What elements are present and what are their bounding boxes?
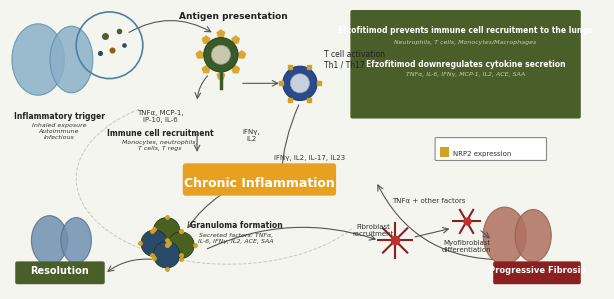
Text: Neutrophils, T cells, Monocytes/Macrophages: Neutrophils, T cells, Monocytes/Macropha… [394,39,537,45]
Text: IFNγ, IL2, IL-17, IL23: IFNγ, IL2, IL-17, IL23 [274,155,345,161]
Text: Fibroblast
recruitment: Fibroblast recruitment [352,224,394,237]
Ellipse shape [483,207,526,264]
Ellipse shape [61,218,91,263]
Text: TNFα, MCP-1,
IP-10, IL-6: TNFα, MCP-1, IP-10, IL-6 [137,110,183,123]
Text: TNFα + other factors: TNFα + other factors [392,198,465,204]
Text: Granuloma formation: Granuloma formation [190,221,282,231]
Circle shape [204,38,238,72]
Circle shape [211,45,230,64]
Text: Efzofitimod downregulates cytokine secretion: Efzofitimod downregulates cytokine secre… [366,60,565,68]
Text: TNFα, IL-6, IFNγ, MCP-1, IL2, ACE, SAA: TNFα, IL-6, IFNγ, MCP-1, IL2, ACE, SAA [406,72,525,77]
Bar [440,147,449,157]
Ellipse shape [515,210,551,262]
Text: Inflammatory trigger: Inflammatory trigger [14,112,104,121]
Circle shape [141,230,168,257]
Text: Monocytes, neutrophils,
T cells, T regs: Monocytes, neutrophils, T cells, T regs [122,141,198,151]
FancyBboxPatch shape [15,261,105,284]
Text: T cell activation
Th1 / Th17: T cell activation Th1 / Th17 [324,50,385,69]
Text: Efzofitimod prevents immune cell recruitment to the lungs: Efzofitimod prevents immune cell recruit… [338,26,593,35]
Ellipse shape [50,26,93,93]
Text: Secreted factors: TNFα,
IL-6, IFNγ, IL2, ACE, SAA: Secreted factors: TNFα, IL-6, IFNγ, IL2,… [198,233,274,244]
FancyBboxPatch shape [351,10,581,119]
Circle shape [283,66,317,100]
Text: IFNγ,
IL2: IFNγ, IL2 [243,129,260,142]
Ellipse shape [31,216,68,265]
FancyBboxPatch shape [435,138,546,161]
Text: NRP2 expression: NRP2 expression [453,151,511,157]
Text: Resolution: Resolution [31,266,90,276]
Circle shape [154,218,180,244]
Text: Progressive Fibrosis: Progressive Fibrosis [489,266,585,275]
Text: Immune cell recruitment: Immune cell recruitment [107,129,213,138]
FancyBboxPatch shape [183,163,336,196]
Text: Myofibroblast
differentiation: Myofibroblast differentiation [441,240,491,254]
Circle shape [154,241,180,268]
FancyBboxPatch shape [493,261,581,284]
Text: Antigen presentation: Antigen presentation [179,12,287,21]
Circle shape [290,74,309,93]
Circle shape [168,232,194,259]
Ellipse shape [12,24,64,95]
Text: Chronic Inflammation: Chronic Inflammation [184,177,335,190]
Text: Inhaled exposure
Autoimmune
Infectious: Inhaled exposure Autoimmune Infectious [32,123,87,140]
